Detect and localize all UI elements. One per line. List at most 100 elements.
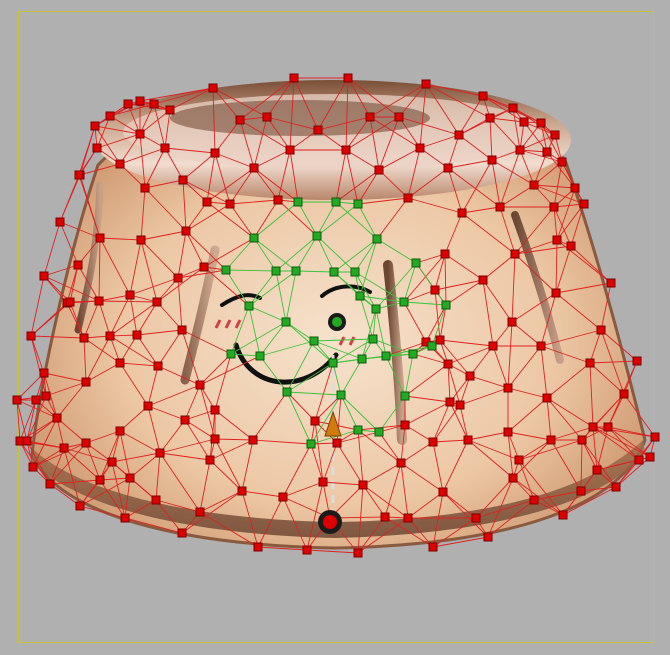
mesh-point-pinned[interactable] [274,196,282,204]
mesh-point-free[interactable] [330,268,338,276]
mesh-point-pinned[interactable] [13,396,21,404]
mesh-point-pinned[interactable] [508,318,516,326]
mesh-point-pinned[interactable] [429,438,437,446]
mesh-point-pinned[interactable] [444,360,452,368]
mesh-point-pinned[interactable] [604,423,612,431]
mesh-point-pinned[interactable] [82,378,90,386]
mesh-point-pinned[interactable] [75,171,83,179]
mesh-point-free[interactable] [358,355,366,363]
mesh-point-pinned[interactable] [179,176,187,184]
mesh-point-free[interactable] [356,292,364,300]
mesh-point-pinned[interactable] [116,160,124,168]
mesh-point-pinned[interactable] [196,381,204,389]
mesh-point-pinned[interactable] [174,274,182,282]
mesh-point-pinned[interactable] [76,502,84,510]
mesh-point-pinned[interactable] [520,118,528,126]
mesh-point-pinned[interactable] [444,164,452,172]
mesh-point-pinned[interactable] [550,203,558,211]
mesh-point-pinned[interactable] [651,433,659,441]
mesh-point-pinned[interactable] [431,286,439,294]
mesh-point-pinned[interactable] [279,493,287,501]
mesh-point-pinned[interactable] [27,332,35,340]
mesh-point-pinned[interactable] [429,543,437,551]
mesh-point-pinned[interactable] [286,146,294,154]
mesh-point-free[interactable] [256,352,264,360]
mesh-point-pinned[interactable] [209,84,217,92]
mesh-point-pinned[interactable] [203,198,211,206]
mesh-point-free[interactable] [227,350,235,358]
mesh-point-pinned[interactable] [91,122,99,130]
mesh-point-pinned[interactable] [250,164,258,172]
mesh-point-pinned[interactable] [153,298,161,306]
mesh-point-pinned[interactable] [646,453,654,461]
mesh-point-free[interactable] [313,232,321,240]
mesh-point-pinned[interactable] [558,158,566,166]
mesh-point-free[interactable] [272,267,280,275]
mesh-point-pinned[interactable] [126,474,134,482]
mesh-point-pinned[interactable] [46,480,54,488]
mesh-point-pinned[interactable] [577,487,585,495]
mesh-point-pinned[interactable] [137,236,145,244]
mesh-point-pinned[interactable] [543,394,551,402]
mesh-point-free[interactable] [329,359,337,367]
mesh-point-pinned[interactable] [108,458,116,466]
mesh-point-pinned[interactable] [455,131,463,139]
mesh-point-pinned[interactable] [436,336,444,344]
mesh-point-pinned[interactable] [154,362,162,370]
mesh-point-free[interactable] [369,335,377,343]
mesh-point-pinned[interactable] [404,194,412,202]
mesh-point-pinned[interactable] [381,513,389,521]
mesh-point-pinned[interactable] [116,427,124,435]
mesh-point-pinned[interactable] [359,481,367,489]
mesh-point-pinned[interactable] [314,126,322,134]
mesh-point-pinned[interactable] [515,456,523,464]
mesh-point-pinned[interactable] [559,511,567,519]
mesh-point-pinned[interactable] [178,326,186,334]
mesh-point-pinned[interactable] [124,100,132,108]
mesh-point-pinned[interactable] [567,242,575,250]
mesh-point-pinned[interactable] [530,496,538,504]
mesh-point-free[interactable] [442,301,450,309]
mesh-point-pinned[interactable] [479,276,487,284]
mesh-point-pinned[interactable] [249,436,257,444]
mesh-point-pinned[interactable] [472,514,480,522]
mesh-point-pinned[interactable] [156,449,164,457]
mesh-point-pinned[interactable] [439,488,447,496]
mesh-point-pinned[interactable] [211,435,219,443]
mesh-point-free[interactable] [351,268,359,276]
mesh-point-free[interactable] [372,305,380,313]
mesh-point-pinned[interactable] [200,263,208,271]
mesh-point-pinned[interactable] [150,100,158,108]
mesh-point-pinned[interactable] [40,272,48,280]
mesh-point-pinned[interactable] [74,261,82,269]
mesh-point-pinned[interactable] [136,130,144,138]
mesh-point-pinned[interactable] [489,342,497,350]
mesh-point-pinned[interactable] [578,436,586,444]
mesh-point-pinned[interactable] [552,289,560,297]
mesh-point-pinned[interactable] [586,359,594,367]
mesh-point-free[interactable] [354,426,362,434]
mesh-point-pinned[interactable] [126,291,134,299]
mesh-point-free[interactable] [373,235,381,243]
mesh-point-pinned[interactable] [496,203,504,211]
mesh-point-pinned[interactable] [509,104,517,112]
mesh-point-pinned[interactable] [42,392,50,400]
mesh-point-free[interactable] [222,266,230,274]
mesh-point-free[interactable] [412,259,420,267]
mesh-point-free[interactable] [332,198,340,206]
mesh-point-pinned[interactable] [93,144,101,152]
mesh-point-pinned[interactable] [178,529,186,537]
mesh-point-pinned[interactable] [516,146,524,154]
mesh-point-pinned[interactable] [633,357,641,365]
mesh-point-pinned[interactable] [486,114,494,122]
mesh-point-pinned[interactable] [141,184,149,192]
mesh-point-pinned[interactable] [537,342,545,350]
mesh-point-pinned[interactable] [181,416,189,424]
mesh-point-pinned[interactable] [238,487,246,495]
mesh-point-pinned[interactable] [571,184,579,192]
mesh-point-pinned[interactable] [530,181,538,189]
mesh-point-pinned[interactable] [29,463,37,471]
mesh-point-free[interactable] [409,350,417,358]
mesh-point-pinned[interactable] [60,444,68,452]
